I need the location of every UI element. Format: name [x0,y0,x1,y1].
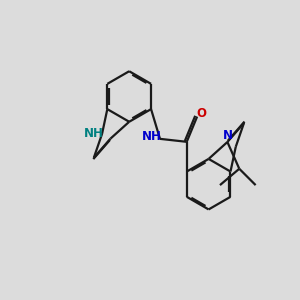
Text: O: O [196,107,207,120]
Text: NH: NH [142,130,162,143]
Text: N: N [222,129,233,142]
Text: NH: NH [84,127,104,140]
